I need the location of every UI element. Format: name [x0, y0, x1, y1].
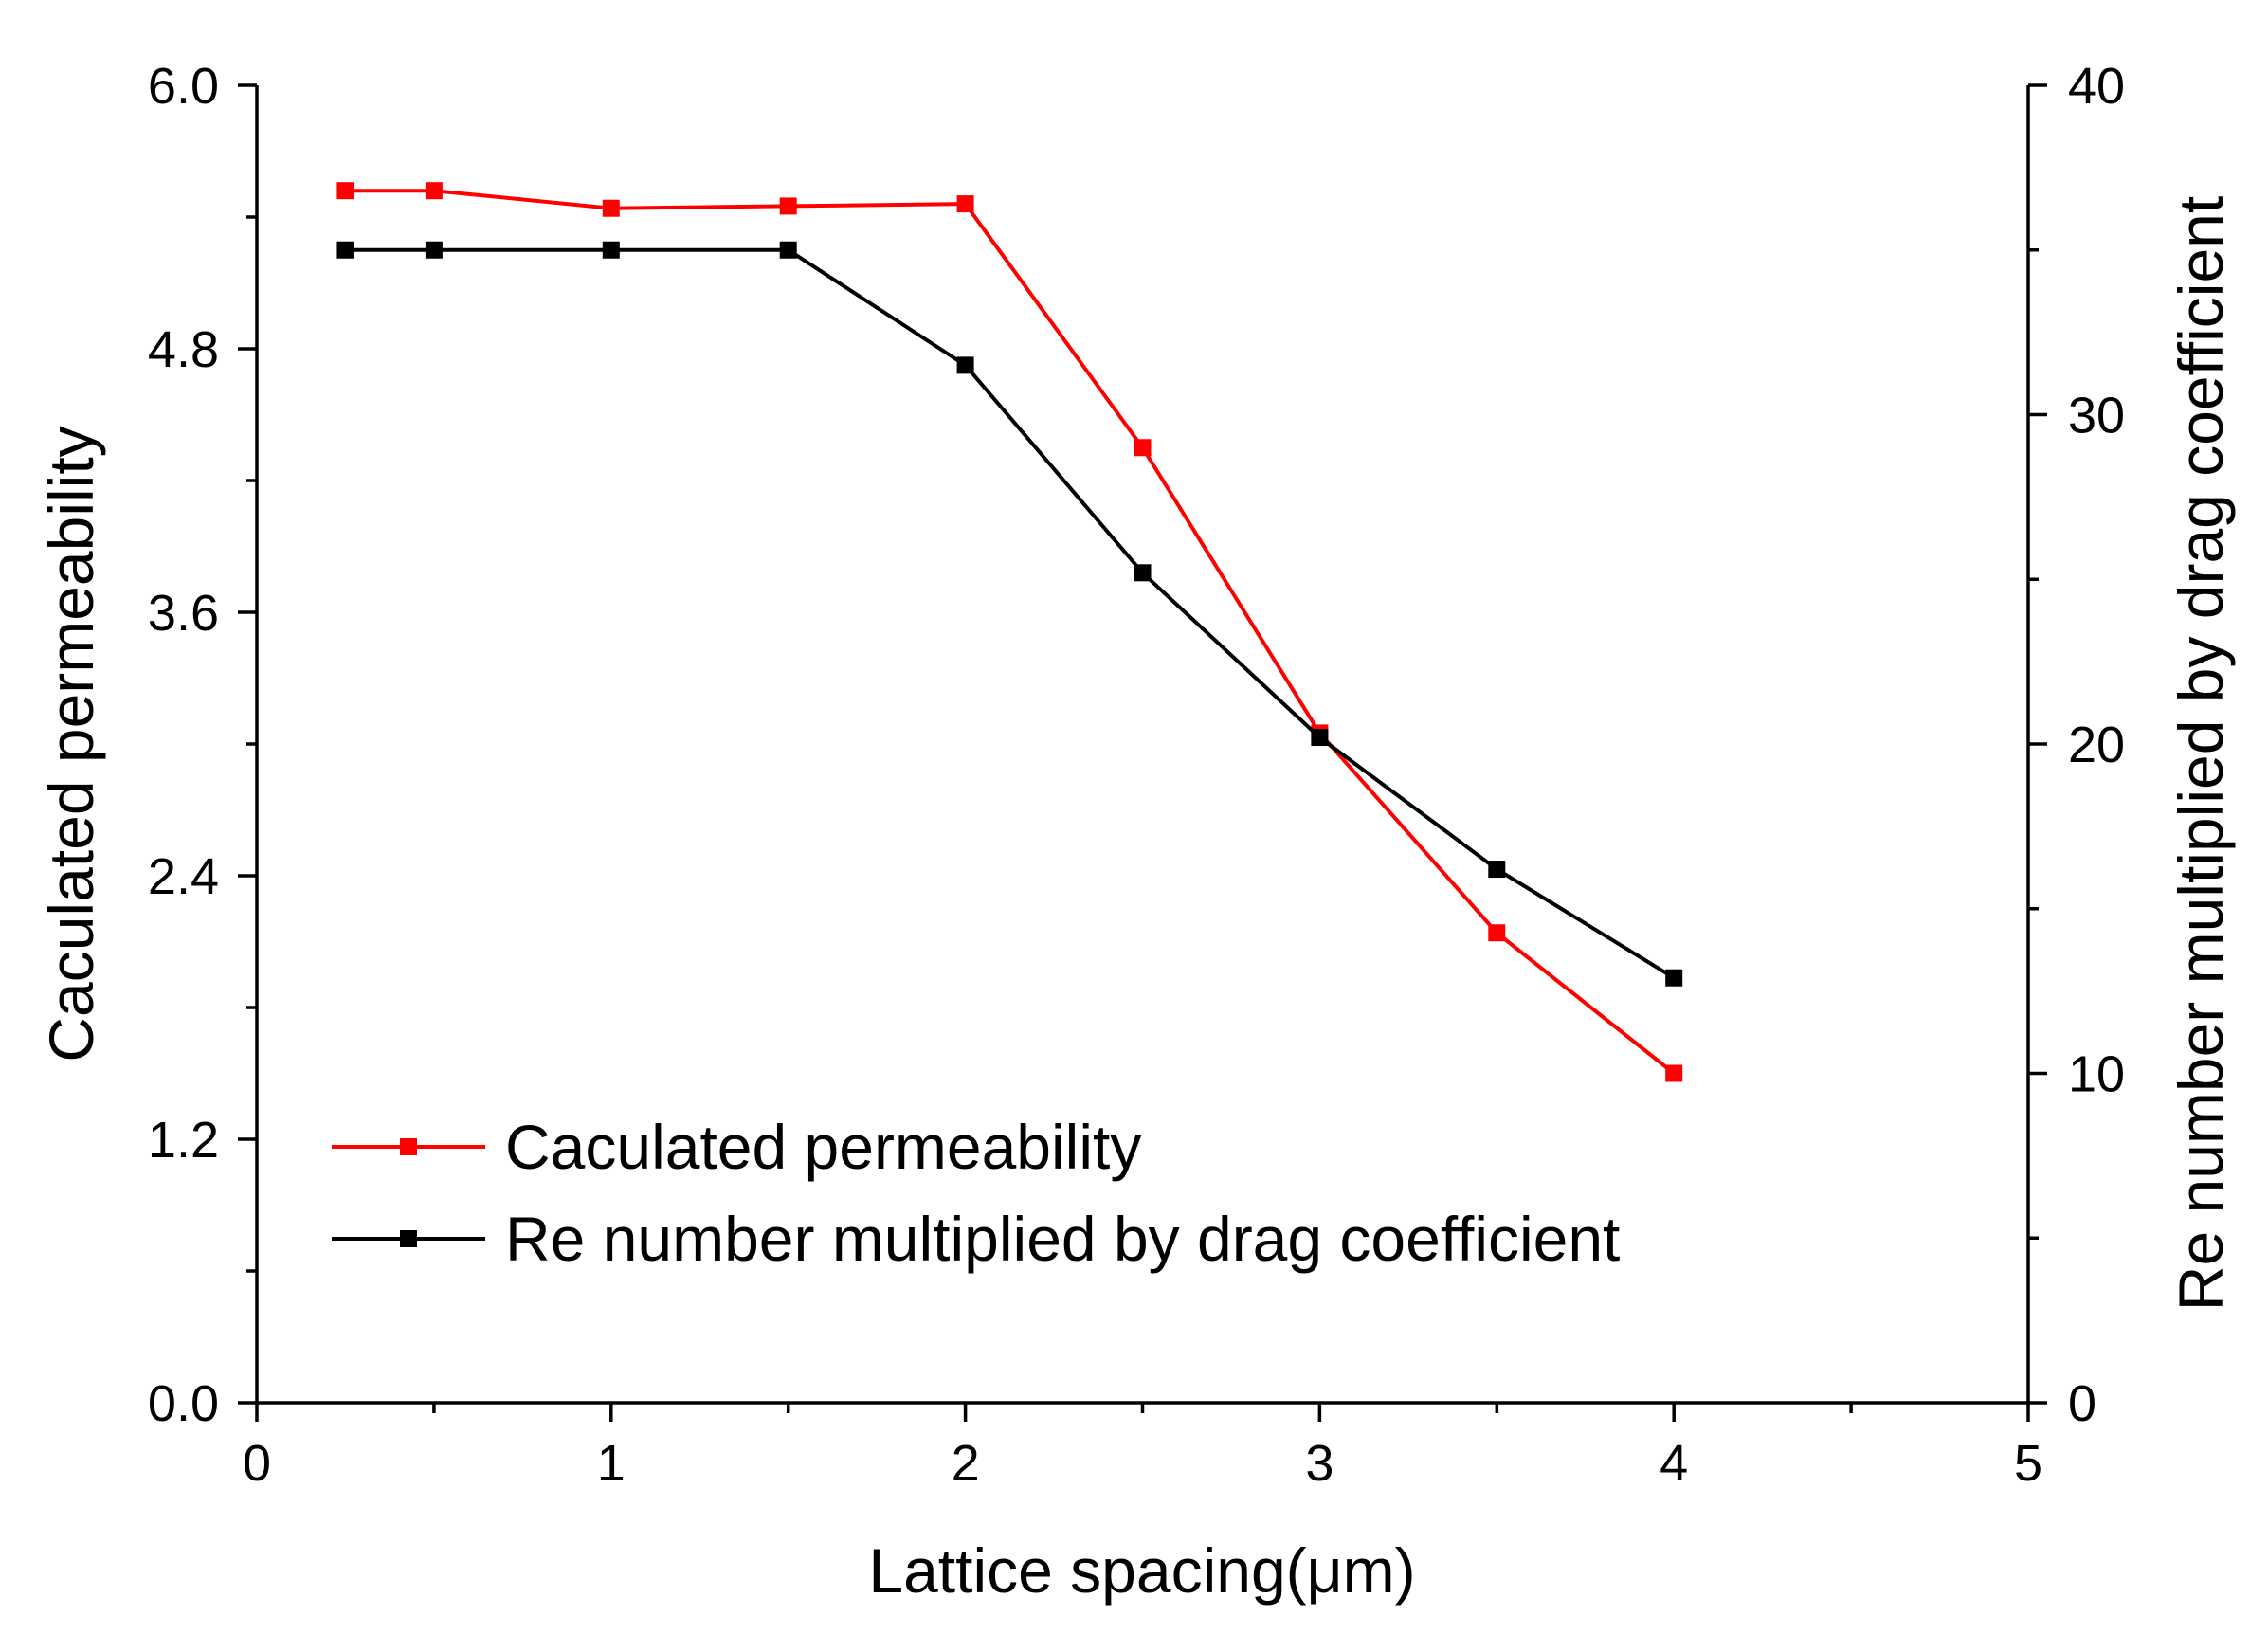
- series-line-permeability: [345, 189, 1676, 1076]
- y-right-tick-label: 10: [2068, 1046, 2125, 1103]
- data-point-re-drag: [779, 241, 797, 259]
- x-tick-label: 0: [243, 1435, 271, 1492]
- data-point-permeability: [956, 195, 974, 213]
- data-point-permeability: [1134, 439, 1152, 457]
- y-left-tick-label: 4.8: [148, 321, 219, 378]
- data-point-permeability: [336, 182, 354, 200]
- y-right-tick-label: 40: [2068, 58, 2125, 115]
- series-line-re-drag: [345, 247, 1676, 980]
- legend-marker-re-drag: [400, 1230, 417, 1247]
- x-tick-label: 3: [1305, 1435, 1334, 1492]
- y-left-tick-label: 1.2: [148, 1112, 219, 1169]
- y-left-tick-label: 3.6: [148, 585, 219, 642]
- left-y-axis-title: Caculated permeability: [36, 426, 106, 1062]
- x-axis-title: Lattice spacing(μm): [868, 1535, 1415, 1606]
- legend-label-re-drag: Re number multiplied by drag coefficient: [505, 1204, 1620, 1274]
- y-left-tick-label: 2.4: [148, 848, 219, 905]
- x-tick-label: 4: [1660, 1435, 1688, 1492]
- data-point-re-drag: [602, 241, 620, 259]
- y-left-tick-label: 6.0: [148, 58, 219, 115]
- data-point-permeability: [779, 197, 797, 215]
- right-y-axis-title: Re number multiplied by drag coefficient: [2166, 196, 2236, 1311]
- data-point-permeability: [1665, 1064, 1683, 1082]
- y-left-tick-label: 0.0: [148, 1375, 219, 1432]
- y-right-tick-label: 30: [2068, 388, 2125, 445]
- tick-labels-layer: 0 1 2 3 4 5 0.0 1.2 2.4 3.6 4.8 6.0 0 10 20 30 40: [148, 58, 2125, 1492]
- x-tick-label: 1: [597, 1435, 626, 1492]
- x-tick-label: 2: [952, 1435, 980, 1492]
- data-point-re-drag: [1311, 729, 1329, 747]
- legend-marker-permeability: [400, 1138, 417, 1155]
- data-point-permeability: [425, 182, 443, 200]
- data-point-re-drag: [1665, 969, 1683, 987]
- ticks-layer: [238, 83, 2047, 1422]
- data-point-re-drag: [336, 241, 354, 259]
- x-tick-label: 5: [2014, 1435, 2042, 1492]
- data-point-re-drag: [1134, 564, 1152, 582]
- data-point-re-drag: [1488, 861, 1506, 879]
- y-right-tick-label: 20: [2068, 717, 2125, 773]
- y-right-tick-label: 0: [2068, 1375, 2096, 1432]
- legend-label-permeability: Caculated permeability: [505, 1112, 1141, 1182]
- data-point-re-drag: [956, 356, 974, 374]
- series-layer: [336, 182, 1683, 1082]
- data-point-re-drag: [425, 241, 443, 259]
- data-point-permeability: [1488, 924, 1506, 942]
- legend: Caculated permeability Re number multipl…: [332, 1112, 1620, 1274]
- data-point-permeability: [602, 199, 620, 217]
